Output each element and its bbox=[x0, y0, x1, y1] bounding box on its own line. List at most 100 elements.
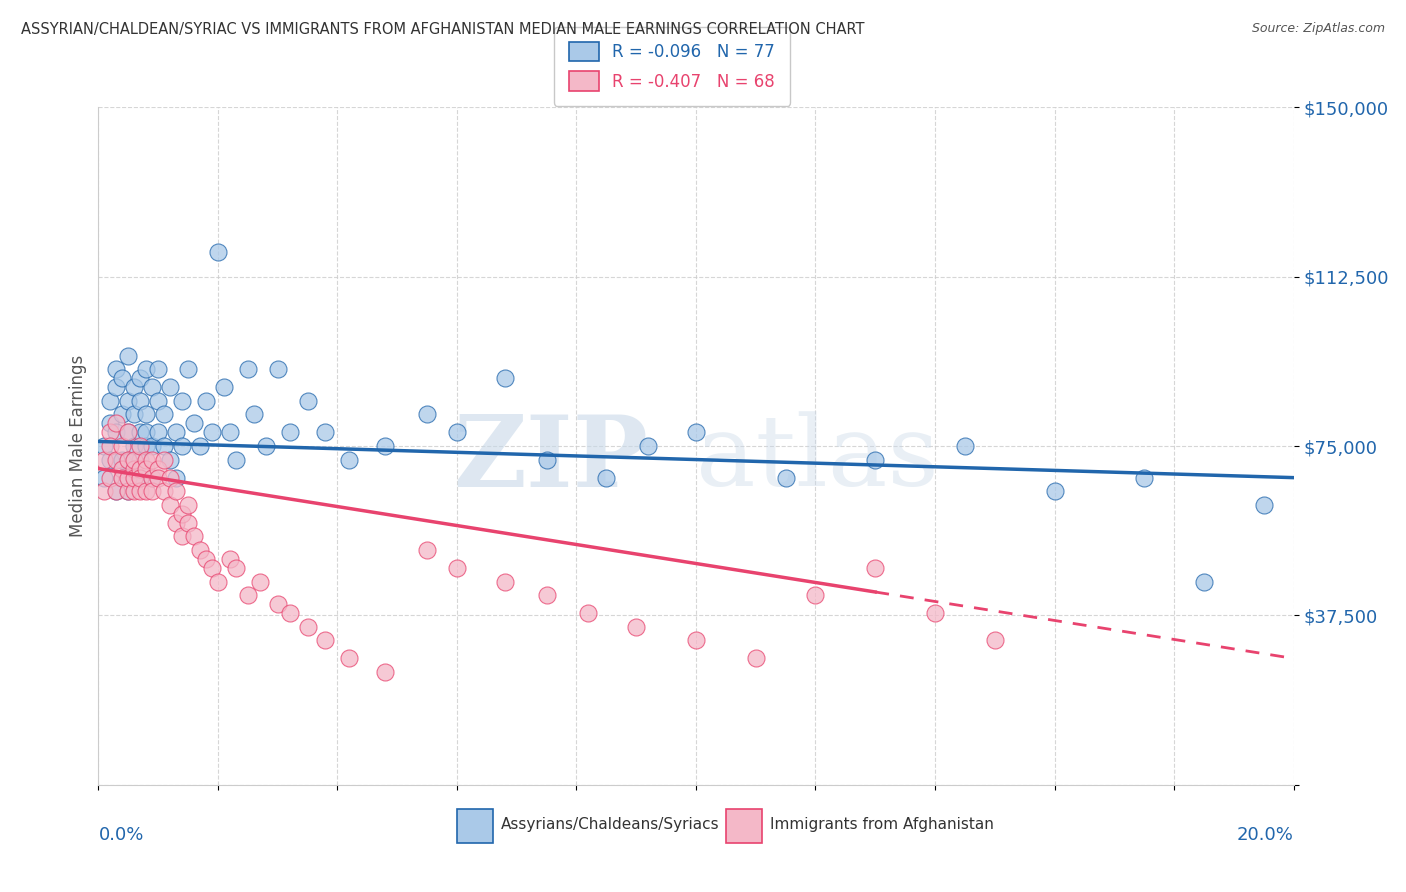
Point bbox=[775, 470, 797, 484]
Point bbox=[135, 452, 157, 467]
Point bbox=[159, 452, 181, 467]
FancyBboxPatch shape bbox=[457, 809, 494, 843]
Point bbox=[129, 470, 152, 484]
Point bbox=[117, 349, 139, 363]
Point bbox=[536, 588, 558, 602]
Point bbox=[165, 470, 187, 484]
Point bbox=[117, 484, 139, 499]
Point bbox=[595, 470, 617, 484]
Point bbox=[278, 606, 301, 620]
Point bbox=[117, 452, 139, 467]
Point bbox=[148, 470, 170, 484]
Point bbox=[1043, 484, 1066, 499]
Point bbox=[129, 393, 152, 408]
Point bbox=[165, 484, 187, 499]
Point bbox=[129, 461, 152, 475]
Point bbox=[159, 498, 181, 512]
Point bbox=[98, 393, 122, 408]
Point bbox=[177, 362, 200, 376]
Point bbox=[93, 484, 115, 499]
Point bbox=[135, 408, 157, 422]
Point bbox=[315, 425, 337, 440]
Point bbox=[267, 597, 290, 611]
Point bbox=[172, 393, 194, 408]
Point bbox=[153, 408, 176, 422]
Point bbox=[172, 529, 194, 543]
Point bbox=[1133, 470, 1156, 484]
Point bbox=[111, 461, 134, 475]
Point bbox=[124, 452, 146, 467]
Point bbox=[804, 588, 827, 602]
FancyBboxPatch shape bbox=[725, 809, 762, 843]
Point bbox=[254, 439, 277, 453]
Point bbox=[117, 470, 139, 484]
Point bbox=[153, 439, 176, 453]
Text: 20.0%: 20.0% bbox=[1237, 826, 1294, 844]
Point bbox=[201, 561, 224, 575]
Point bbox=[105, 484, 128, 499]
Point bbox=[201, 425, 224, 440]
Point bbox=[98, 470, 122, 484]
Point bbox=[135, 461, 157, 475]
Point bbox=[141, 470, 163, 484]
Text: 0.0%: 0.0% bbox=[98, 826, 143, 844]
Legend: R = -0.096   N = 77, R = -0.407   N = 68: R = -0.096 N = 77, R = -0.407 N = 68 bbox=[554, 28, 790, 106]
Point bbox=[111, 439, 134, 453]
Point bbox=[105, 452, 128, 467]
Point bbox=[105, 362, 128, 376]
Point bbox=[124, 470, 146, 484]
Point bbox=[135, 362, 157, 376]
Point bbox=[188, 543, 211, 558]
Point bbox=[297, 620, 319, 634]
Point bbox=[219, 425, 242, 440]
Point bbox=[153, 484, 176, 499]
Point bbox=[129, 425, 152, 440]
Point bbox=[98, 452, 122, 467]
Point bbox=[111, 408, 134, 422]
Point bbox=[98, 425, 122, 440]
Point bbox=[117, 452, 139, 467]
Point bbox=[129, 484, 152, 499]
Point bbox=[219, 552, 242, 566]
Point bbox=[129, 439, 152, 453]
Point bbox=[494, 574, 516, 589]
Point bbox=[188, 439, 211, 453]
Point bbox=[236, 362, 259, 376]
Point bbox=[339, 651, 361, 665]
Point bbox=[141, 484, 163, 499]
Point bbox=[278, 425, 301, 440]
Point bbox=[124, 380, 146, 394]
Point bbox=[135, 439, 157, 453]
Text: Immigrants from Afghanistan: Immigrants from Afghanistan bbox=[770, 817, 994, 831]
Point bbox=[135, 484, 157, 499]
Point bbox=[249, 574, 271, 589]
Point bbox=[111, 470, 134, 484]
Point bbox=[446, 425, 468, 440]
Point bbox=[177, 516, 200, 530]
Point bbox=[416, 408, 439, 422]
Point bbox=[124, 408, 146, 422]
Point bbox=[141, 452, 163, 467]
Point bbox=[745, 651, 768, 665]
Point bbox=[865, 452, 887, 467]
Point bbox=[148, 393, 170, 408]
Point bbox=[984, 633, 1007, 648]
Point bbox=[924, 606, 946, 620]
Point bbox=[141, 470, 163, 484]
Point bbox=[183, 529, 205, 543]
Point bbox=[105, 425, 128, 440]
Point bbox=[195, 393, 218, 408]
Point bbox=[685, 633, 707, 648]
Point bbox=[148, 461, 170, 475]
Point bbox=[172, 439, 194, 453]
Point bbox=[98, 439, 122, 453]
Point bbox=[172, 507, 194, 521]
Point bbox=[1253, 498, 1275, 512]
Point bbox=[148, 425, 170, 440]
Point bbox=[117, 425, 139, 440]
Point bbox=[315, 633, 337, 648]
Y-axis label: Median Male Earnings: Median Male Earnings bbox=[69, 355, 87, 537]
Point bbox=[225, 452, 247, 467]
Point bbox=[93, 439, 115, 453]
Point bbox=[117, 484, 139, 499]
